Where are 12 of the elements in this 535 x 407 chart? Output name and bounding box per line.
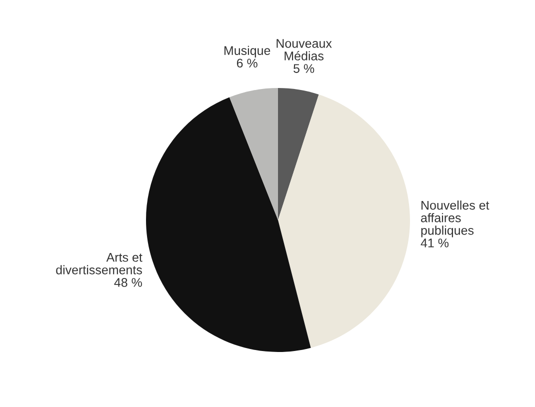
pie-slice bbox=[278, 94, 410, 348]
data-label: 6 % bbox=[236, 58, 258, 68]
slice-label: Nouveaux Médias bbox=[276, 39, 332, 60]
data-label: 5 % bbox=[294, 64, 314, 73]
pie-slice bbox=[278, 88, 319, 220]
slice-label: Arts et divertissements bbox=[56, 253, 142, 274]
slice-label: Musique bbox=[224, 46, 270, 58]
slice-label: Nouvelles et affaires publiques bbox=[421, 200, 490, 238]
pie-slice bbox=[229, 88, 278, 220]
pie-slice bbox=[146, 97, 311, 352]
data-label: 48 % bbox=[114, 278, 142, 287]
data-label: 41 % bbox=[420, 238, 449, 248]
